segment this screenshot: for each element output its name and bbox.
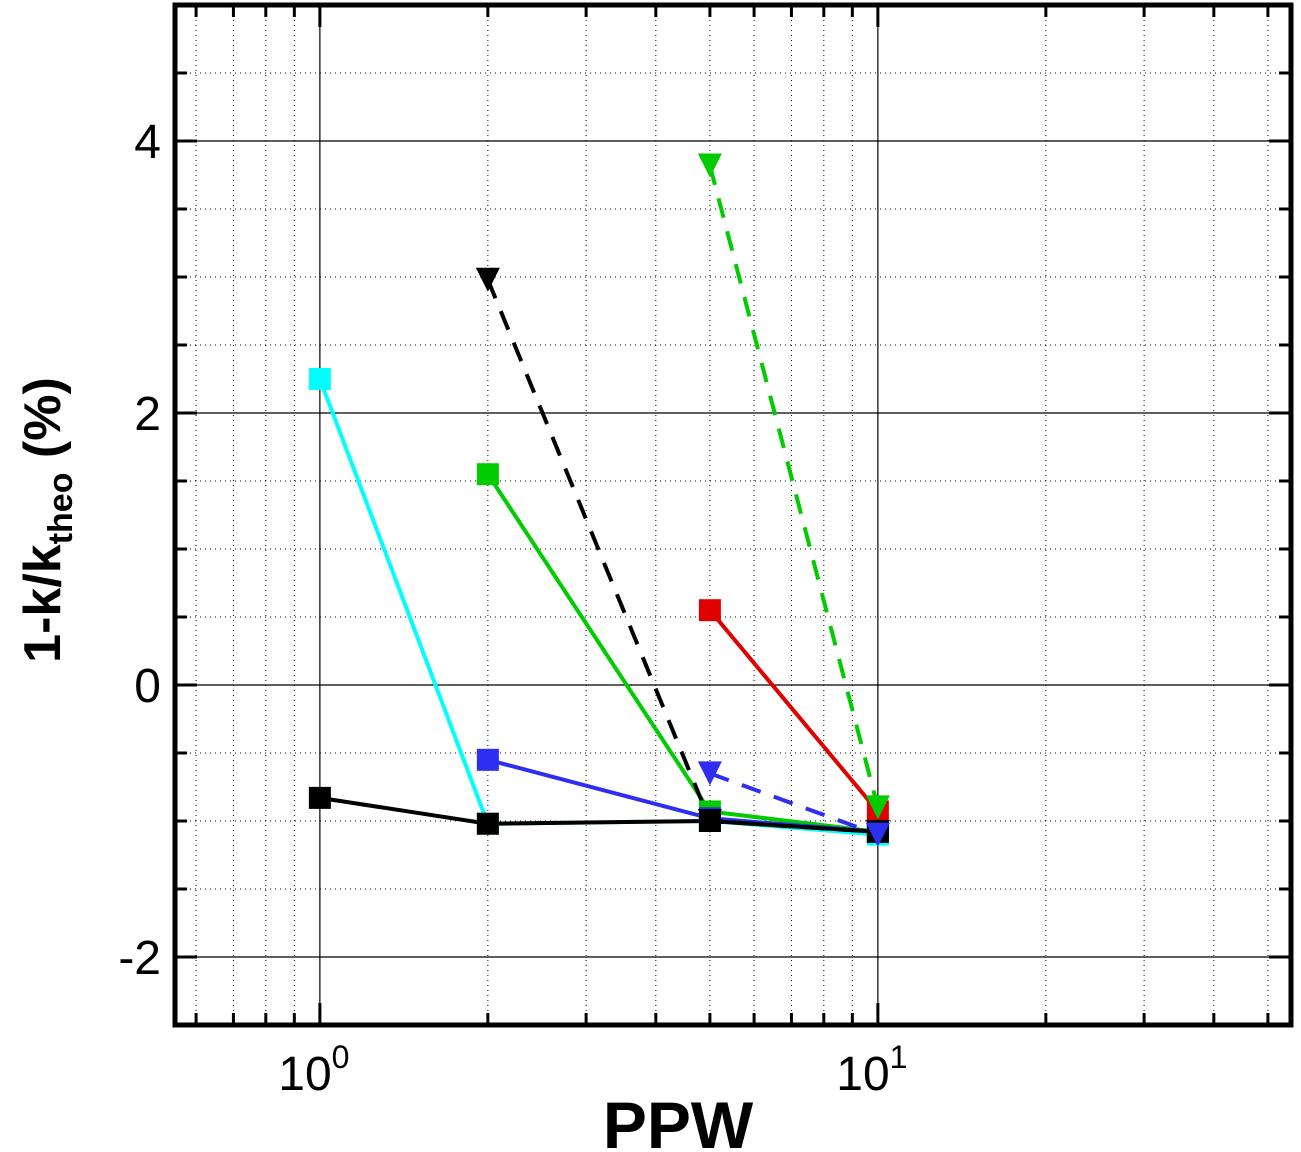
data-point-triangle bbox=[697, 809, 722, 833]
data-point-square bbox=[476, 812, 499, 835]
axis-ticks bbox=[175, 3, 1291, 1027]
y-tick-label: 0 bbox=[134, 660, 161, 713]
tick-labels: -2 0 2 4 100 101 bbox=[118, 116, 907, 1101]
y-axis-title: 1-k/ktheo (%) bbox=[14, 377, 80, 663]
grid bbox=[175, 4, 1291, 1026]
data-point-triangle bbox=[697, 153, 722, 178]
y-tick-label: 2 bbox=[134, 388, 161, 441]
plot-frame bbox=[172, 2, 1294, 1028]
data-point-triangle bbox=[865, 795, 890, 820]
series-line-6 bbox=[707, 164, 880, 808]
x-tick-label: 101 bbox=[836, 1039, 907, 1101]
x-tick-label: 100 bbox=[278, 1039, 349, 1101]
series-lines bbox=[318, 164, 880, 837]
y-tick-label: 4 bbox=[134, 116, 161, 169]
series-line-3 bbox=[708, 608, 880, 813]
data-point-triangle bbox=[865, 822, 890, 847]
y-tick-label: -2 bbox=[118, 932, 161, 985]
series-line-1 bbox=[486, 473, 879, 834]
series-line-4 bbox=[319, 795, 879, 834]
data-point-square bbox=[308, 368, 331, 390]
data-point-square bbox=[476, 748, 499, 771]
data-point-triangle bbox=[475, 267, 500, 292]
data-point-triangle bbox=[697, 761, 722, 786]
series-line-5 bbox=[486, 278, 879, 834]
data-point-square bbox=[476, 463, 499, 486]
x-axis-title: PPW bbox=[603, 1088, 754, 1152]
data-point-square bbox=[698, 599, 721, 622]
data-point-square bbox=[308, 786, 331, 809]
series-markers bbox=[308, 153, 890, 847]
series-line-7 bbox=[709, 771, 879, 837]
series-line-0 bbox=[318, 378, 879, 837]
